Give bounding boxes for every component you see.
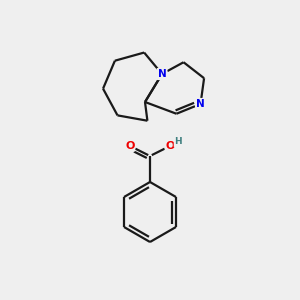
Text: O: O (125, 141, 135, 151)
Text: O: O (165, 141, 175, 151)
Text: N: N (158, 69, 166, 79)
Text: N: N (196, 99, 205, 109)
Text: H: H (174, 137, 182, 146)
